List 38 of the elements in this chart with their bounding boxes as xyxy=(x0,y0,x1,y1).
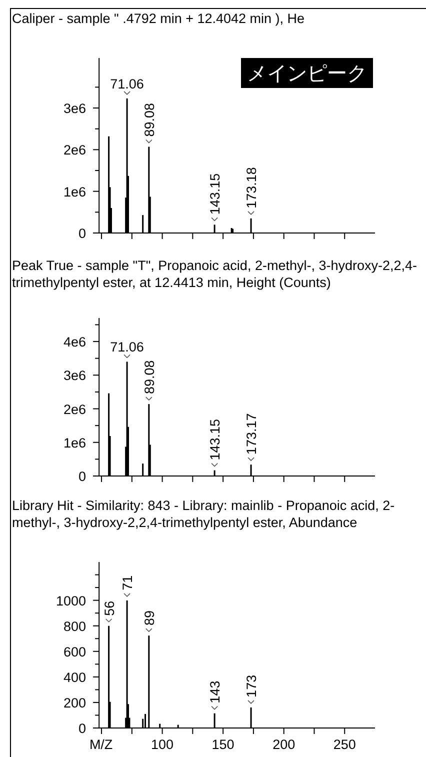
x-tick-label: 150 xyxy=(212,737,234,752)
x-tick-label: 200 xyxy=(272,737,296,752)
y-tick-label: 3e6 xyxy=(64,101,86,116)
x-axis-title: M/Z xyxy=(89,737,113,752)
y-tick-label: 0 xyxy=(78,469,86,484)
y-tick-label: 800 xyxy=(64,618,86,634)
annotation: 143.15 xyxy=(208,418,223,460)
annotation: 71 xyxy=(120,575,136,590)
note-box: メインピーク xyxy=(241,58,373,88)
annotation: 89.08 xyxy=(142,360,157,394)
chart-title: Library Hit - Similarity: 843 - Library: mainlib - Propanoic acid, 2-methyl-, 3-hydroxy-2,2,4-trimethylpentyl ester, Abundance xyxy=(12,497,396,531)
annotation: 89.08 xyxy=(142,102,157,137)
annotation: 143.15 xyxy=(208,173,223,215)
y-tick-label: 0 xyxy=(78,721,86,736)
y-tick-label: 1e6 xyxy=(64,435,86,450)
chart-title: Peak True - sample "T", Propanoic acid, 2-methyl-, 3-hydroxy-2,2,4-trimethylpentyl ester, at 12.4413 min, Height (Counts) xyxy=(12,257,418,291)
annotation: 143 xyxy=(208,680,223,704)
annotation: 173 xyxy=(244,674,260,698)
y-tick-label: 2e6 xyxy=(64,142,86,158)
y-tick-label: 200 xyxy=(64,695,86,710)
y-tick-label: 2e6 xyxy=(64,402,86,417)
annotation: 71.06 xyxy=(110,340,144,355)
y-tick-label: 600 xyxy=(64,644,86,660)
y-tick-label: 1e6 xyxy=(64,184,86,200)
y-tick-label: 3e6 xyxy=(64,368,86,384)
x-tick-label: 100 xyxy=(151,737,174,752)
annotation: 56 xyxy=(102,600,117,616)
annotation: 173.17 xyxy=(244,413,260,455)
y-tick-label: 0 xyxy=(78,226,86,241)
y-tick-label: 1000 xyxy=(56,593,86,608)
x-tick-label: 250 xyxy=(333,737,356,752)
chart-title: Caliper - sample " .4792 min + 12.4042 min ), He xyxy=(12,10,306,27)
annotation: 71.06 xyxy=(110,76,144,92)
y-tick-label: 4e6 xyxy=(64,334,86,350)
annotation: メインピーク xyxy=(247,63,367,85)
annotation: 89 xyxy=(142,610,157,626)
annotation: 173.18 xyxy=(244,167,260,208)
y-tick-label: 400 xyxy=(64,670,86,685)
